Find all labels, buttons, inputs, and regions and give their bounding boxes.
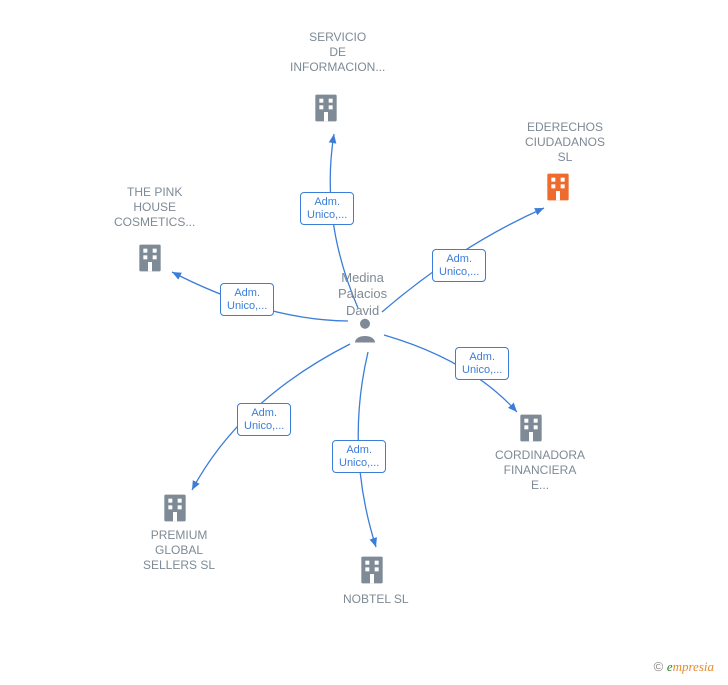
brand-name: mpresia bbox=[673, 659, 714, 674]
building-icon[interactable] bbox=[164, 495, 185, 522]
network-canvas bbox=[0, 0, 728, 685]
node-label[interactable]: NOBTEL SL bbox=[343, 592, 409, 607]
building-icon[interactable] bbox=[361, 557, 382, 584]
edge-label: Adm. Unico,... bbox=[332, 440, 386, 473]
edge-label: Adm. Unico,... bbox=[300, 192, 354, 225]
center-node-label: Medina Palacios David bbox=[338, 270, 387, 319]
watermark: © empresia bbox=[654, 659, 714, 675]
building-icon[interactable] bbox=[315, 95, 336, 122]
edge-label: Adm. Unico,... bbox=[455, 347, 509, 380]
node-label[interactable]: EDERECHOS CIUDADANOS SL bbox=[525, 120, 605, 165]
node-label[interactable]: CORDINADORA FINANCIERA E... bbox=[495, 448, 585, 493]
person-icon[interactable] bbox=[355, 319, 375, 343]
node-label[interactable]: THE PINK HOUSE COSMETICS... bbox=[114, 185, 195, 230]
center-node[interactable] bbox=[355, 319, 375, 343]
edge-label: Adm. Unico,... bbox=[220, 283, 274, 316]
building-icon[interactable] bbox=[520, 415, 541, 442]
node-label[interactable]: SERVICIO DE INFORMACION... bbox=[290, 30, 385, 75]
copyright-symbol: © bbox=[654, 659, 664, 674]
building-icon[interactable] bbox=[547, 174, 568, 201]
edge-label: Adm. Unico,... bbox=[432, 249, 486, 282]
building-icon[interactable] bbox=[139, 245, 160, 272]
edge-label: Adm. Unico,... bbox=[237, 403, 291, 436]
node-icons-group bbox=[139, 95, 568, 584]
node-label[interactable]: PREMIUM GLOBAL SELLERS SL bbox=[143, 528, 215, 573]
